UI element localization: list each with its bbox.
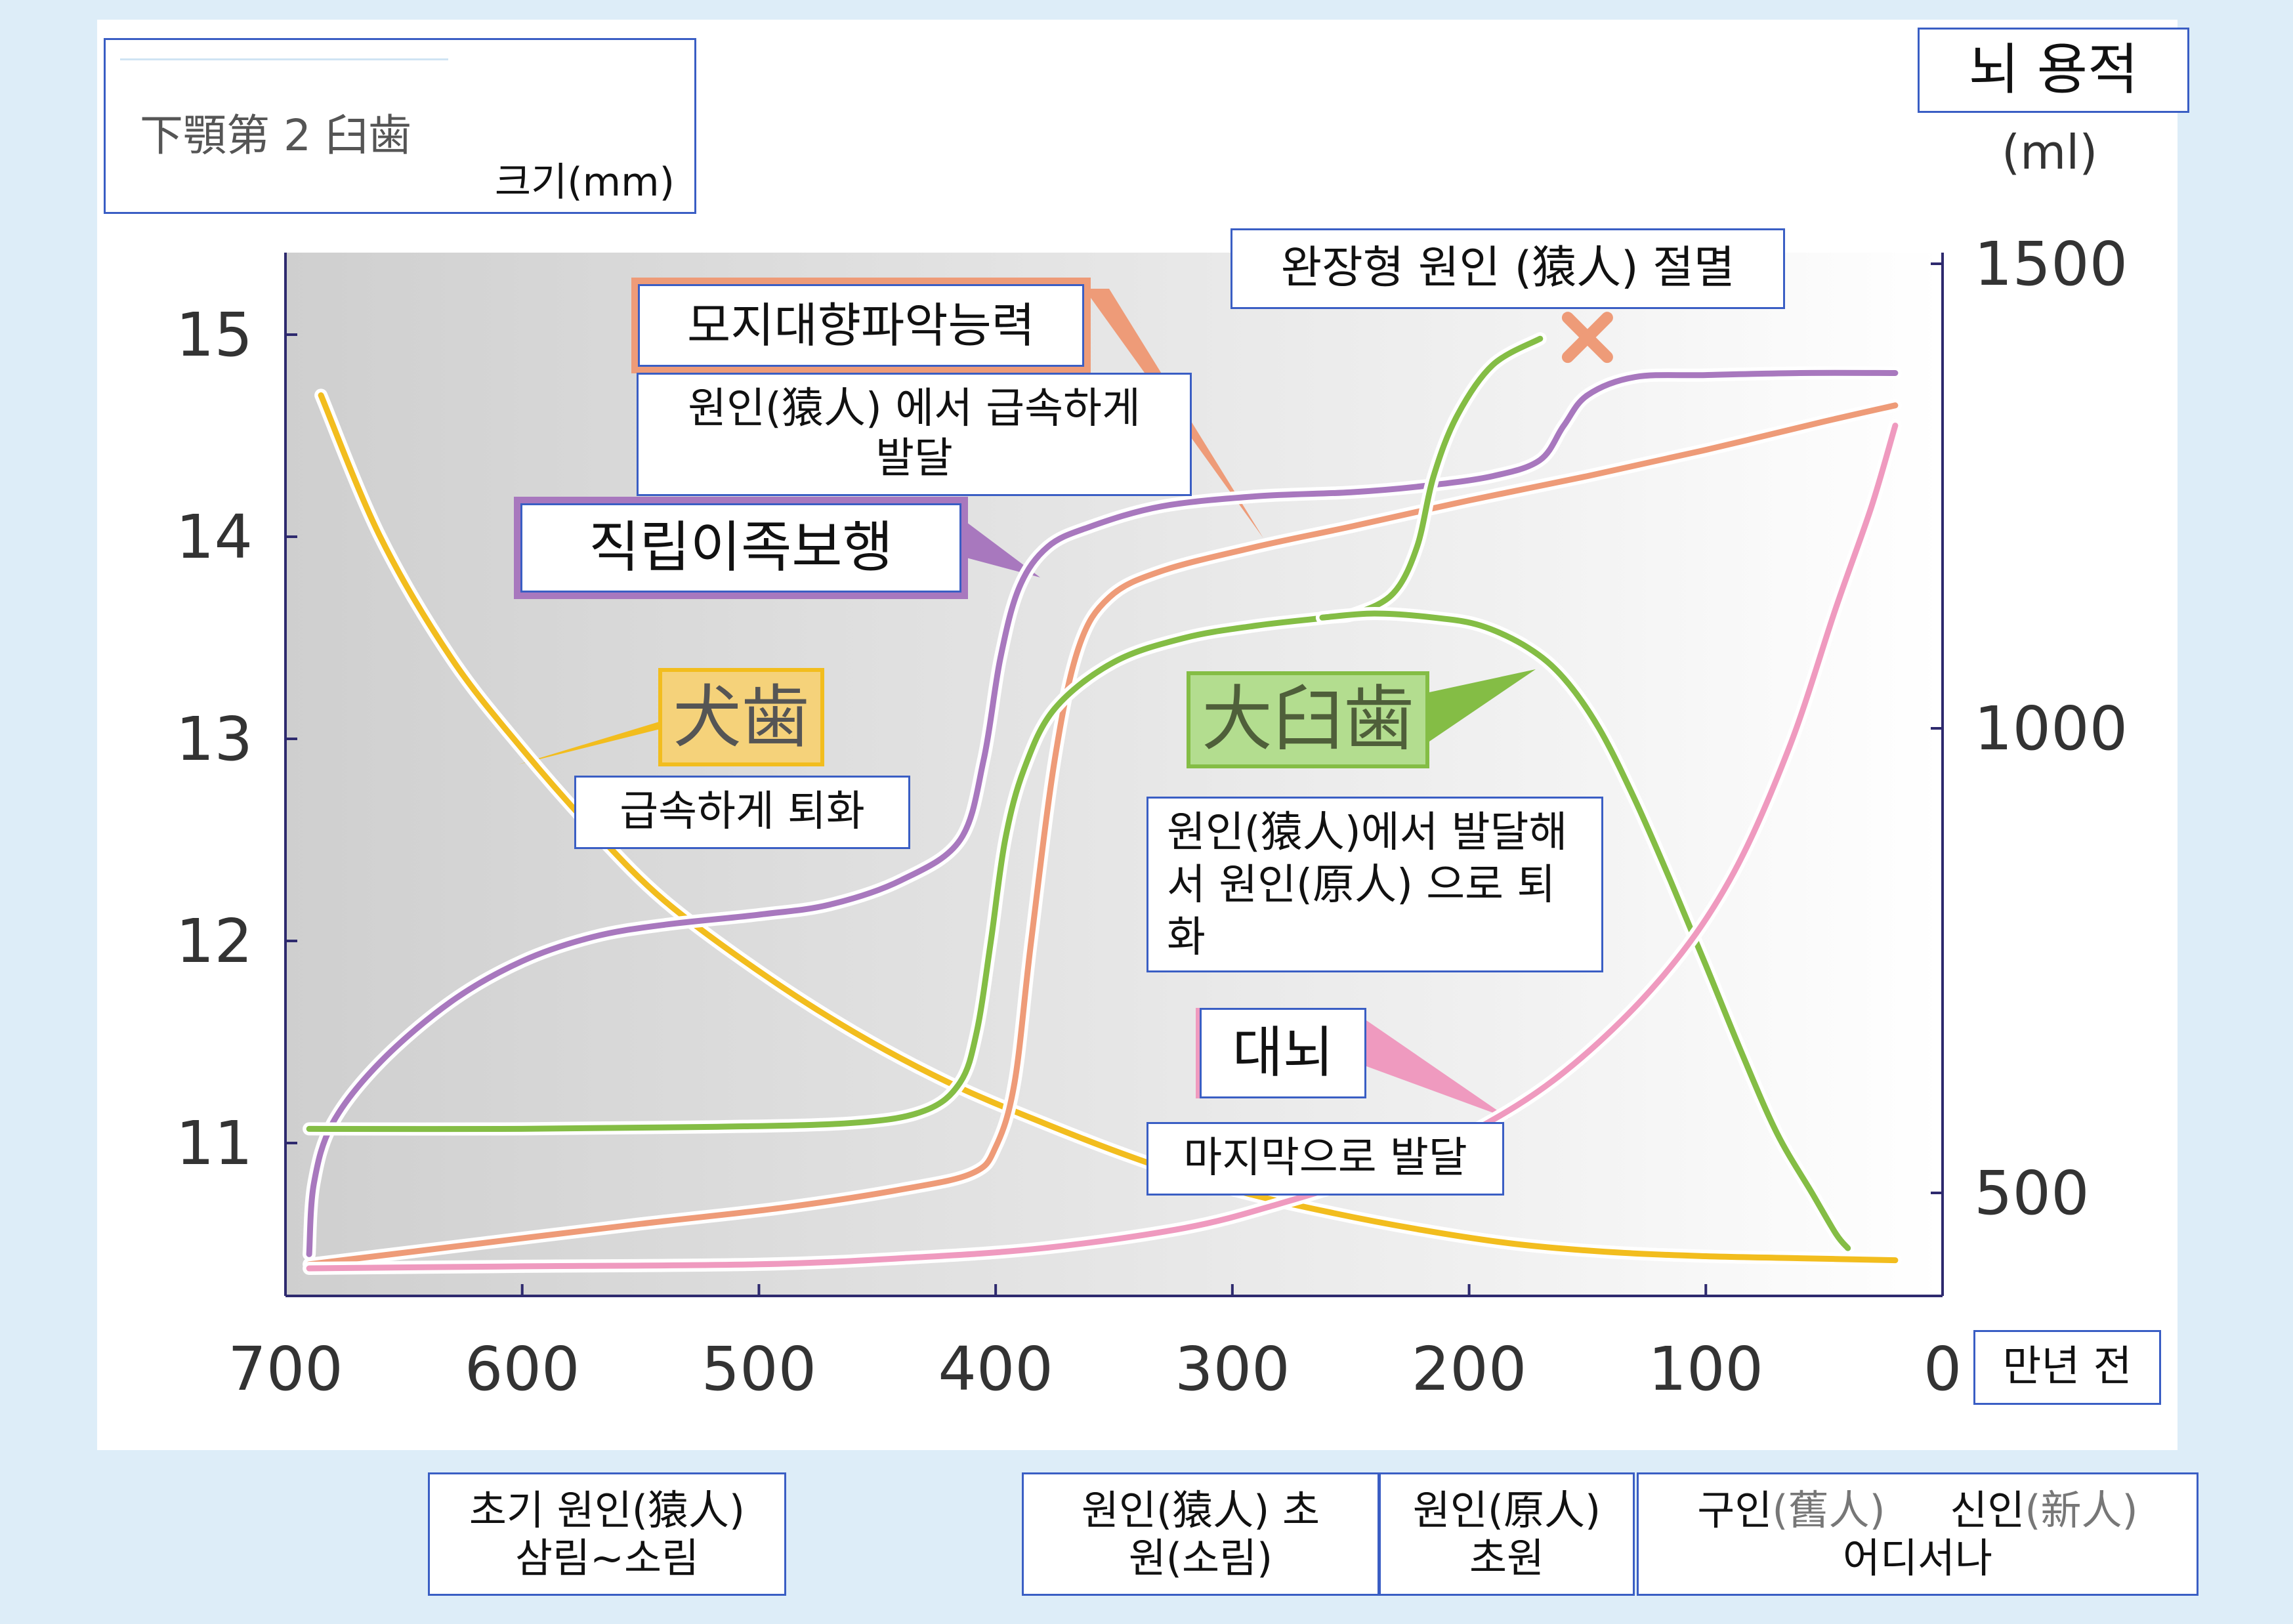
bottom-archaic-modern-line1: 구인(舊人) 신인(新人) — [1697, 1486, 2138, 1534]
x-tick-label-200: 200 — [1412, 1334, 1527, 1404]
extinction-mark — [1561, 312, 1613, 364]
canine-title: 犬歯 — [658, 668, 824, 766]
x-tick-label-500: 500 — [702, 1334, 817, 1404]
molar-title: 大臼歯 — [1187, 671, 1429, 768]
y-right-tick-label-500: 500 — [1974, 1158, 2090, 1228]
canine-pointer — [518, 709, 702, 764]
brain-pointer — [1366, 1020, 1509, 1119]
brain-volume-title: 뇌 용적 — [1918, 28, 2189, 113]
tooth-size-title-box: 下顎第 2 臼歯 크기(mm) — [104, 38, 696, 214]
x-unit-label: 만년 전 — [1973, 1330, 2161, 1405]
bipedal-label: 직립이족보행 — [520, 503, 961, 593]
series-line-1 — [306, 369, 1899, 1257]
brain-desc: 마지막으로 발달 — [1146, 1122, 1504, 1196]
y-left-tick-label-11: 11 — [176, 1108, 253, 1178]
y-right-tick-label-1500: 1500 — [1974, 229, 2128, 299]
bottom-early-apes: 초기 원인(猿人) 삼림~소림 — [428, 1472, 786, 1596]
brain-title: 대뇌 — [1200, 1008, 1366, 1098]
series-line-2 — [306, 402, 1899, 1268]
bottom-australopith: 원인(猿人) 초원(소림) — [1022, 1472, 1379, 1596]
x-tick-label-700: 700 — [228, 1334, 343, 1404]
y-right-tick-label-1000: 1000 — [1974, 694, 2128, 764]
y-left-tick-label-14: 14 — [176, 502, 253, 572]
archaic-human: 구인 — [1697, 1486, 1773, 1534]
canine-desc: 급속하게 퇴화 — [574, 776, 910, 849]
x-tick-label-400: 400 — [938, 1334, 1053, 1404]
x-tick-label-100: 100 — [1648, 1334, 1763, 1404]
x-tick-label-600: 600 — [465, 1334, 580, 1404]
x-tick-label-0: 0 — [1924, 1334, 1962, 1404]
series-line-0 — [318, 392, 1899, 1264]
grip-ability-desc: 원인(猿人) 에서 급속하게 발달 — [637, 373, 1192, 496]
size-unit-label: 크기(mm) — [494, 159, 675, 205]
brain-volume-unit: (ml) — [2002, 125, 2098, 180]
archaic-human-kanji: (舊人) — [1772, 1486, 1885, 1534]
molar-size-title: 下顎第 2 臼歯 — [140, 110, 411, 161]
molar-desc: 원인(猿人)에서 발달해서 원인(原人) 으로 퇴화 — [1146, 797, 1603, 972]
bottom-archaic-modern: 구인(舊人) 신인(新人) 어디서나 — [1637, 1472, 2198, 1596]
series-line-4 — [1319, 610, 1851, 1251]
modern-human: 신인 — [1950, 1486, 2025, 1534]
y-left-tick-label-12: 12 — [176, 906, 253, 976]
molar-pointer — [1429, 669, 1536, 741]
y-left-tick-label-13: 13 — [176, 704, 253, 774]
x-tick-label-300: 300 — [1175, 1334, 1290, 1404]
modern-human-kanji: (新人) — [2025, 1486, 2138, 1534]
extinction-label: 완장형 원인 (猿人) 절멸 — [1231, 228, 1785, 309]
grip-ability-title: 모지대향파악능력 — [638, 284, 1084, 367]
anywhere-label: 어디서나 — [1842, 1534, 1993, 1582]
y-left-tick-label-15: 15 — [176, 300, 253, 370]
bipedal-pointer — [961, 518, 1040, 577]
bottom-homo-erectus: 원인(原人) 초원 — [1379, 1472, 1635, 1596]
series-line-3 — [306, 335, 1544, 1133]
